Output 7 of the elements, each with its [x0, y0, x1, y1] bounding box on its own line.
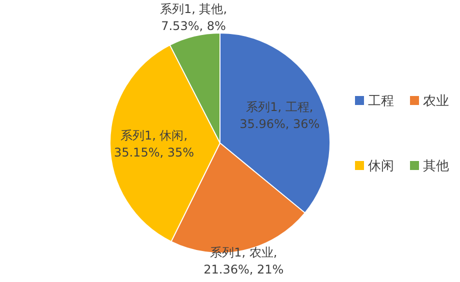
- legend-label: 农业: [423, 94, 449, 109]
- data-label: 系列1, 休闲, 35.15%, 35%: [114, 128, 194, 160]
- data-label: 系列1, 其他, 7.53%, 8%: [160, 2, 228, 34]
- legend-label: 工程: [368, 94, 394, 109]
- legend-label: 休闲: [368, 159, 394, 174]
- data-label: 系列1, 工程, 35.96%, 36%: [240, 100, 320, 131]
- legend-label: 其他: [423, 159, 449, 174]
